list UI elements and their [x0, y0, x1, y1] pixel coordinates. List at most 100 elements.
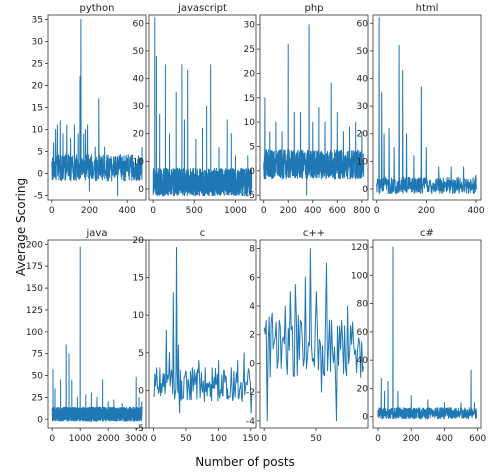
y-tick-label: 0 [138, 185, 144, 195]
plot-frame [47, 239, 147, 429]
series-line [263, 248, 365, 422]
subplot-c: c -5 0 5 10 15 20 0 50 100 150 [133, 228, 260, 444]
x-tick-label: 50 [180, 434, 192, 444]
subplot-c++: c++ -4 -2 0 2 4 6 80 50 [246, 228, 369, 444]
y-tick-label: 30 [357, 102, 369, 112]
y-tick-label: -5 [34, 192, 43, 202]
y-tick-label: 150 [26, 284, 43, 294]
y-tick-label: 80 [357, 300, 369, 310]
plot-frame [259, 14, 369, 201]
subplot-html: html 0 10 20 30 40 50 60 0 200 400 [357, 3, 485, 216]
y-axis-label: Average Scoring [14, 177, 28, 277]
y-tick-label: 50 [133, 47, 145, 57]
y-tick-label: 120 [351, 243, 368, 253]
x-tick-label: 400 [467, 206, 484, 216]
x-tick-label: 500 [186, 206, 203, 216]
subplot-title: java [86, 228, 108, 239]
series-line [51, 246, 143, 422]
plot-frame [148, 14, 257, 201]
series-line [51, 18, 143, 197]
x-axis-label: Number of posts [195, 455, 295, 469]
y-tick-label: 8 [249, 245, 255, 255]
y-tick-label: 5 [37, 148, 43, 158]
x-tick-label: 100 [210, 434, 227, 444]
y-tick-label: 10 [133, 157, 145, 167]
subplot-title: python [80, 3, 115, 14]
y-tick-label: 0 [37, 170, 43, 180]
subplot-title: html [416, 3, 439, 14]
y-tick-label: 0 [362, 413, 368, 423]
series-line [152, 17, 253, 197]
subplot-title: c [200, 228, 206, 239]
x-tick-label: 400 [119, 206, 136, 216]
y-tick-label: 20 [244, 69, 256, 79]
y-tick-label: -4 [246, 417, 255, 427]
y-tick-label: 35 [32, 15, 43, 25]
y-tick-label: 20 [357, 384, 369, 394]
y-tick-label: 20 [357, 130, 369, 140]
x-tick-label: 150 [242, 434, 259, 444]
plot-frame [372, 239, 482, 429]
y-tick-label: 10 [32, 126, 44, 136]
x-tick-label: 200 [418, 206, 435, 216]
x-tick-label: 2000 [97, 434, 120, 444]
plot-frame [259, 239, 369, 429]
y-tick-label: 30 [133, 102, 145, 112]
x-tick-label: 600 [469, 434, 486, 444]
subplot-c#: c# 0 20 40 60 80 100 120 0 200 400 600 [351, 228, 487, 444]
y-tick-label: 15 [133, 274, 144, 284]
x-tick-label: 0 [49, 206, 55, 216]
y-tick-label: -2 [246, 388, 255, 398]
y-tick-label: 40 [357, 75, 369, 85]
y-tick-label: 0 [138, 386, 144, 396]
y-tick-label: 20 [133, 130, 145, 140]
x-tick-label: 200 [81, 206, 98, 216]
y-tick-label: 30 [244, 21, 256, 31]
y-tick-label: 60 [357, 19, 369, 29]
y-tick-label: 60 [357, 328, 369, 338]
y-tick-label: 4 [249, 302, 255, 312]
y-tick-label: 25 [244, 45, 255, 55]
x-tick-label: 0 [49, 434, 55, 444]
x-tick-label: 400 [436, 434, 453, 444]
y-tick-label: 40 [357, 356, 369, 366]
series-line [263, 24, 365, 196]
x-tick-label: 400 [304, 206, 321, 216]
y-tick-label: 10 [357, 157, 369, 167]
y-tick-label: 0 [249, 167, 255, 177]
x-tick-label: 0 [374, 206, 380, 216]
x-tick-label: 0 [375, 434, 381, 444]
y-tick-label: 0 [37, 415, 43, 425]
y-tick-label: 100 [351, 271, 368, 281]
y-tick-label: 100 [26, 328, 43, 338]
series-line [377, 246, 478, 420]
y-tick-label: -5 [246, 191, 255, 201]
x-tick-label: 0 [151, 434, 157, 444]
series-line [376, 17, 478, 195]
y-tick-label: 25 [32, 59, 43, 69]
y-tick-label: 75 [32, 350, 43, 360]
y-tick-label: 125 [26, 306, 43, 316]
subplot-title: javascript [177, 3, 227, 14]
y-tick-label: 200 [26, 240, 43, 250]
y-tick-label: 15 [244, 94, 255, 104]
y-tick-label: 20 [133, 236, 145, 246]
x-tick-label: 0 [150, 206, 156, 216]
x-tick-label: 50 [310, 434, 322, 444]
x-tick-label: 200 [280, 206, 297, 216]
y-tick-label: 60 [133, 19, 145, 29]
x-tick-label: 800 [353, 206, 370, 216]
y-tick-label: 10 [244, 118, 256, 128]
subplot-title: php [304, 3, 323, 14]
y-tick-label: 5 [138, 349, 144, 359]
x-tick-label: 1000 [224, 206, 247, 216]
y-tick-label: 10 [133, 311, 145, 321]
y-tick-label: -5 [135, 424, 144, 434]
y-tick-label: 2 [249, 331, 255, 341]
subplot-title: c++ [303, 228, 325, 239]
y-tick-label: 6 [249, 273, 255, 283]
